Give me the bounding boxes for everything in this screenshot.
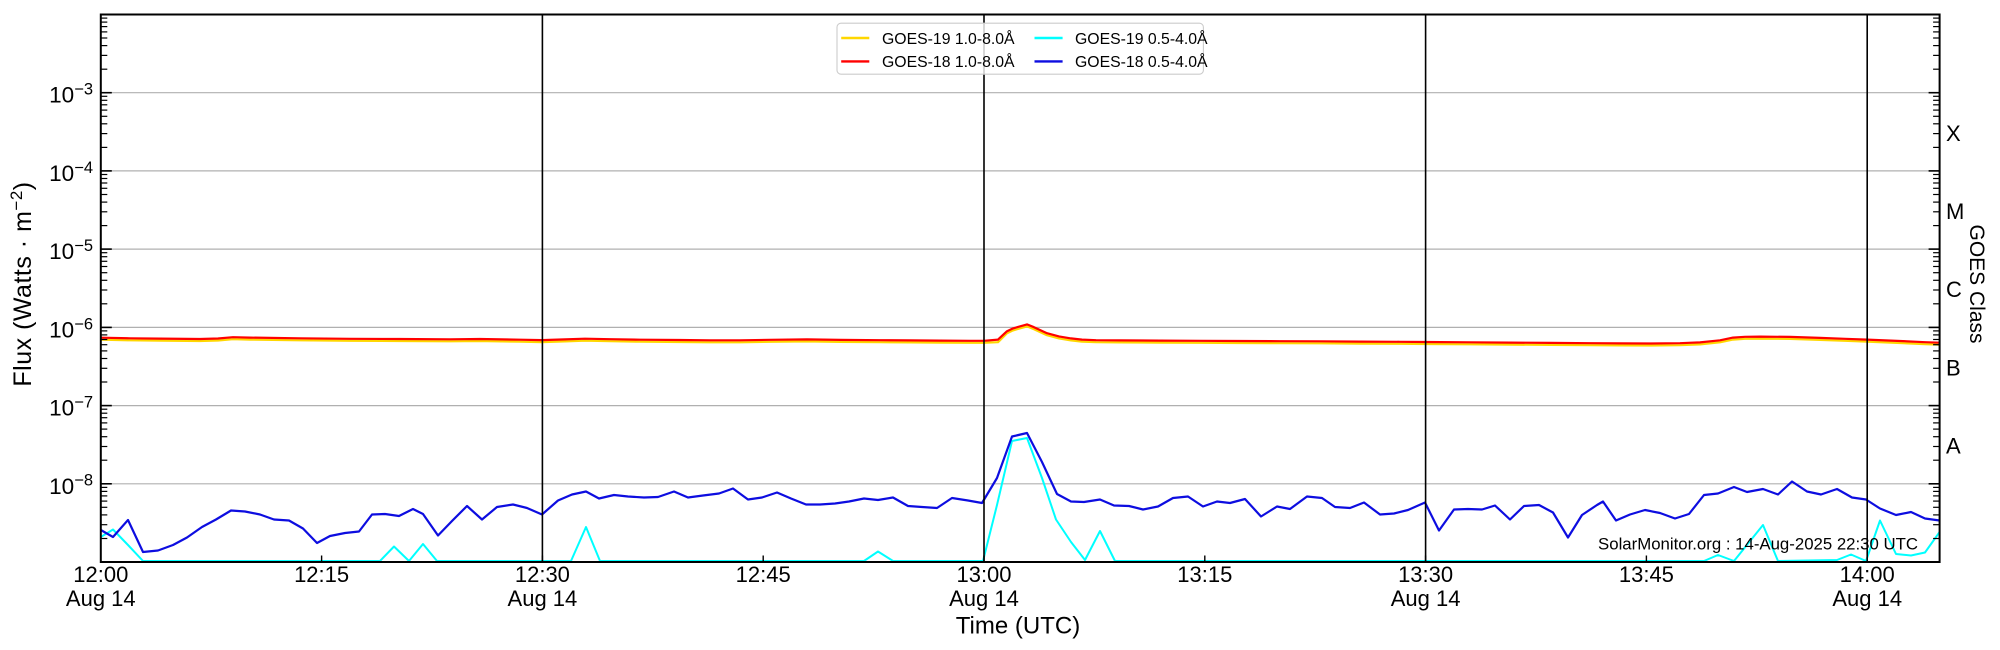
svg-text:12:15: 12:15 — [294, 562, 349, 587]
svg-text:13:30: 13:30 — [1398, 562, 1453, 587]
svg-text:Aug 14: Aug 14 — [949, 586, 1019, 611]
svg-text:Aug 14: Aug 14 — [1832, 586, 1902, 611]
svg-text:10−6: 10−6 — [49, 315, 93, 342]
svg-text:C: C — [1946, 277, 1962, 302]
svg-text:10−3: 10−3 — [49, 81, 93, 108]
svg-text:Aug 14: Aug 14 — [508, 586, 578, 611]
svg-text:GOES-19 1.0-8.0Å: GOES-19 1.0-8.0Å — [882, 29, 1015, 48]
svg-text:14:00: 14:00 — [1840, 562, 1895, 587]
svg-text:M: M — [1946, 199, 1964, 224]
svg-text:X: X — [1946, 121, 1961, 146]
svg-text:GOES-19 0.5-4.0Å: GOES-19 0.5-4.0Å — [1075, 29, 1208, 48]
svg-text:13:15: 13:15 — [1177, 562, 1232, 587]
svg-text:Aug 14: Aug 14 — [66, 586, 136, 611]
svg-text:12:45: 12:45 — [736, 562, 791, 587]
svg-text:Aug 14: Aug 14 — [1391, 586, 1461, 611]
svg-text:SolarMonitor.org : 14-Aug-2025: SolarMonitor.org : 14-Aug-2025 22:30 UTC — [1598, 535, 1918, 554]
svg-text:B: B — [1946, 356, 1961, 381]
svg-text:12:00: 12:00 — [73, 562, 128, 587]
svg-text:12:30: 12:30 — [515, 562, 570, 587]
svg-text:GOES-18 0.5-4.0Å: GOES-18 0.5-4.0Å — [1075, 52, 1208, 71]
svg-text:Time (UTC): Time (UTC) — [956, 613, 1080, 640]
svg-text:GOES-18 1.0-8.0Å: GOES-18 1.0-8.0Å — [882, 52, 1015, 71]
svg-text:13:00: 13:00 — [956, 562, 1011, 587]
svg-text:10−7: 10−7 — [49, 394, 93, 421]
svg-text:Flux (Watts · m−2): Flux (Watts · m−2) — [7, 181, 37, 386]
svg-text:A: A — [1946, 434, 1961, 459]
svg-text:13:45: 13:45 — [1619, 562, 1674, 587]
svg-text:GOES Class: GOES Class — [1965, 224, 1988, 343]
